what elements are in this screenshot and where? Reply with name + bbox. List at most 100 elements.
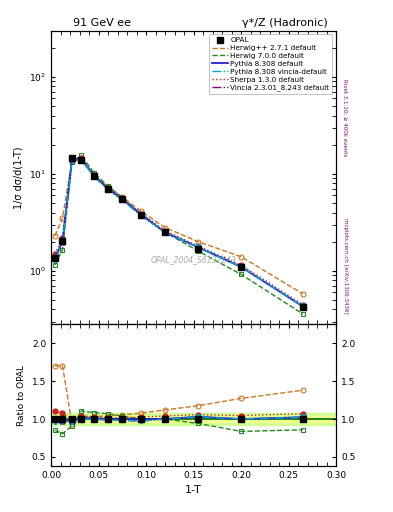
OPAL bbox=[60, 238, 65, 244]
OPAL bbox=[106, 186, 110, 192]
Sherpa 1.3.0 default bbox=[196, 243, 201, 249]
Pythia 8.308 default bbox=[79, 156, 84, 162]
Pythia 8.308 vincia-default bbox=[239, 264, 243, 270]
Line: Sherpa 1.3.0 default: Sherpa 1.3.0 default bbox=[55, 158, 303, 305]
Vincia 2.3.01_8.243 default bbox=[92, 173, 96, 179]
OPAL bbox=[300, 304, 305, 310]
Pythia 8.308 vincia-default bbox=[79, 157, 84, 163]
Pythia 8.308 default bbox=[196, 244, 201, 250]
Text: mcplots.cern.ch [arXiv:1306.3436]: mcplots.cern.ch [arXiv:1306.3436] bbox=[343, 219, 348, 314]
Sherpa 1.3.0 default bbox=[139, 210, 144, 217]
Sherpa 1.3.0 default bbox=[300, 302, 305, 308]
Herwig 7.0.0 default bbox=[60, 247, 65, 253]
Text: OPAL_2004_S6132243: OPAL_2004_S6132243 bbox=[151, 255, 237, 264]
Sherpa 1.3.0 default bbox=[79, 155, 84, 161]
Vincia 2.3.01_8.243 default bbox=[79, 157, 84, 163]
Sherpa 1.3.0 default bbox=[70, 155, 74, 161]
Line: OPAL: OPAL bbox=[52, 156, 305, 310]
Vincia 2.3.01_8.243 default bbox=[120, 197, 125, 203]
Herwig 7.0.0 default bbox=[70, 159, 74, 165]
Pythia 8.308 default bbox=[92, 173, 96, 179]
OPAL bbox=[120, 196, 125, 202]
Sherpa 1.3.0 default bbox=[60, 234, 65, 241]
Vincia 2.3.01_8.243 default bbox=[139, 212, 144, 219]
Herwig 7.0.0 default bbox=[120, 195, 125, 201]
Text: Rivet 3.1.10; ≥ 400k events: Rivet 3.1.10; ≥ 400k events bbox=[343, 79, 348, 156]
Pythia 8.308 vincia-default bbox=[139, 212, 144, 219]
Herwig 7.0.0 default bbox=[79, 153, 84, 159]
Herwig++ 2.7.1 default bbox=[163, 224, 167, 230]
Line: Pythia 8.308 vincia-default: Pythia 8.308 vincia-default bbox=[55, 160, 303, 306]
Line: Herwig++ 2.7.1 default: Herwig++ 2.7.1 default bbox=[55, 158, 303, 294]
Sherpa 1.3.0 default bbox=[120, 195, 125, 201]
Pythia 8.308 default bbox=[53, 255, 57, 261]
Herwig 7.0.0 default bbox=[139, 211, 144, 218]
Sherpa 1.3.0 default bbox=[53, 251, 57, 257]
Pythia 8.308 vincia-default bbox=[120, 197, 125, 203]
Pythia 8.308 vincia-default bbox=[163, 229, 167, 236]
Vincia 2.3.01_8.243 default bbox=[106, 186, 110, 193]
Text: 91 GeV ee: 91 GeV ee bbox=[73, 18, 131, 28]
Vincia 2.3.01_8.243 default bbox=[60, 239, 65, 245]
Vincia 2.3.01_8.243 default bbox=[53, 257, 57, 263]
Pythia 8.308 default bbox=[300, 303, 305, 309]
Sherpa 1.3.0 default bbox=[239, 262, 243, 268]
Pythia 8.308 vincia-default bbox=[92, 173, 96, 179]
Herwig++ 2.7.1 default bbox=[196, 239, 201, 245]
Pythia 8.308 vincia-default bbox=[196, 244, 201, 250]
Bar bbox=[51, 416, 336, 422]
Bar bbox=[51, 413, 336, 425]
Sherpa 1.3.0 default bbox=[106, 185, 110, 191]
Herwig 7.0.0 default bbox=[300, 311, 305, 317]
Vincia 2.3.01_8.243 default bbox=[163, 229, 167, 236]
Vincia 2.3.01_8.243 default bbox=[300, 303, 305, 309]
OPAL bbox=[53, 255, 57, 261]
OPAL bbox=[196, 245, 201, 251]
Pythia 8.308 vincia-default bbox=[53, 257, 57, 263]
Herwig++ 2.7.1 default bbox=[79, 155, 84, 161]
Y-axis label: 1/σ dσ/d(1-T): 1/σ dσ/d(1-T) bbox=[13, 146, 24, 209]
Herwig++ 2.7.1 default bbox=[53, 233, 57, 239]
Herwig++ 2.7.1 default bbox=[239, 253, 243, 260]
Pythia 8.308 default bbox=[106, 186, 110, 192]
Sherpa 1.3.0 default bbox=[163, 227, 167, 233]
X-axis label: 1-T: 1-T bbox=[185, 485, 202, 495]
OPAL bbox=[92, 173, 96, 179]
Herwig++ 2.7.1 default bbox=[139, 208, 144, 215]
Pythia 8.308 vincia-default bbox=[106, 186, 110, 193]
Herwig++ 2.7.1 default bbox=[300, 291, 305, 297]
Pythia 8.308 default bbox=[120, 196, 125, 202]
Herwig++ 2.7.1 default bbox=[106, 184, 110, 190]
Y-axis label: Ratio to OPAL: Ratio to OPAL bbox=[17, 365, 26, 425]
Sherpa 1.3.0 default bbox=[92, 172, 96, 178]
Pythia 8.308 default bbox=[139, 211, 144, 218]
Herwig++ 2.7.1 default bbox=[120, 194, 125, 200]
Line: Herwig 7.0.0 default: Herwig 7.0.0 default bbox=[55, 156, 303, 314]
Herwig 7.0.0 default bbox=[163, 229, 167, 236]
Pythia 8.308 default bbox=[60, 239, 65, 245]
Herwig 7.0.0 default bbox=[106, 183, 110, 189]
Herwig++ 2.7.1 default bbox=[92, 172, 96, 178]
Herwig 7.0.0 default bbox=[196, 248, 201, 254]
Vincia 2.3.01_8.243 default bbox=[196, 244, 201, 250]
Vincia 2.3.01_8.243 default bbox=[239, 264, 243, 270]
Herwig 7.0.0 default bbox=[92, 169, 96, 176]
Pythia 8.308 vincia-default bbox=[70, 157, 74, 163]
Text: γ*/Z (Hadronic): γ*/Z (Hadronic) bbox=[242, 18, 328, 28]
Pythia 8.308 default bbox=[70, 156, 74, 162]
Pythia 8.308 default bbox=[163, 229, 167, 236]
Pythia 8.308 vincia-default bbox=[300, 303, 305, 309]
Herwig 7.0.0 default bbox=[53, 262, 57, 268]
OPAL bbox=[239, 264, 243, 270]
Pythia 8.308 vincia-default bbox=[60, 239, 65, 245]
OPAL bbox=[70, 155, 74, 161]
Line: Pythia 8.308 default: Pythia 8.308 default bbox=[55, 159, 303, 306]
Herwig++ 2.7.1 default bbox=[60, 215, 65, 221]
Line: Vincia 2.3.01_8.243 default: Vincia 2.3.01_8.243 default bbox=[55, 160, 303, 306]
Pythia 8.308 default bbox=[239, 264, 243, 270]
Legend: OPAL, Herwig++ 2.7.1 default, Herwig 7.0.0 default, Pythia 8.308 default, Pythia: OPAL, Herwig++ 2.7.1 default, Herwig 7.0… bbox=[209, 34, 332, 94]
Herwig++ 2.7.1 default bbox=[70, 158, 74, 164]
OPAL bbox=[163, 229, 167, 236]
OPAL bbox=[79, 157, 84, 163]
Vincia 2.3.01_8.243 default bbox=[70, 157, 74, 163]
